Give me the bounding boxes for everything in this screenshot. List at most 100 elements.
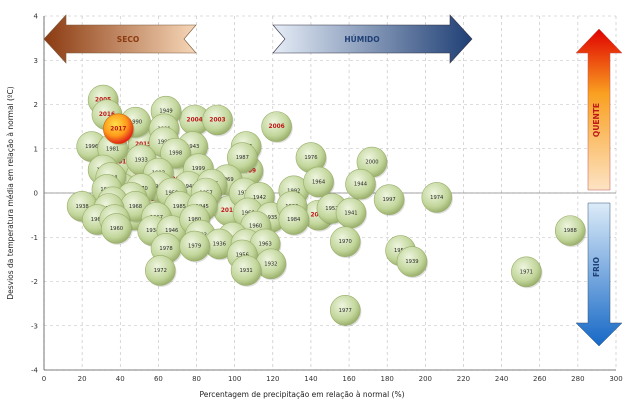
data-point-1974: 1974 [421, 182, 453, 214]
data-point-1970b: 1970 [329, 226, 362, 259]
data-point-1977: 1977 [329, 294, 362, 327]
x-tick-label: 160 [342, 375, 355, 383]
bubble [329, 294, 361, 326]
y-tick-label: -4 [31, 367, 39, 375]
point-label: 1997 [383, 197, 396, 203]
bubble [373, 184, 405, 215]
point-label: 1941 [344, 210, 357, 216]
point-label: 1980 [188, 217, 201, 223]
point-label: 1932 [264, 261, 277, 267]
x-axis-title: Percentagem de precipitação em relação à… [199, 390, 404, 399]
x-tick-label: 120 [266, 375, 279, 383]
data-point-1984: 1984 [278, 204, 310, 237]
point-label: 1979 [188, 244, 201, 250]
point-label: 1974 [430, 195, 444, 201]
y-tick-label: 3 [34, 57, 38, 65]
dry-arrow-label: SECO [117, 35, 139, 44]
point-label: 1976 [304, 155, 317, 161]
point-label: 1972 [154, 268, 167, 274]
x-tick-label: 280 [571, 375, 584, 383]
bubble [303, 166, 334, 198]
x-tick-label: 0 [42, 375, 46, 383]
point-label: 1978 [159, 246, 172, 252]
point-label: 1968 [129, 204, 142, 210]
data-point-1979: 1979 [179, 230, 211, 263]
cold-arrow-label: FRIO [592, 257, 601, 277]
point-label: 2004 [187, 117, 203, 123]
x-tick-label: 200 [419, 375, 432, 383]
data-point-1987: 1987 [226, 142, 259, 175]
data-point-1964b: 1964 [303, 166, 335, 199]
point-label: 2006 [269, 124, 285, 130]
data-point-1976: 1976 [295, 142, 328, 175]
x-tick-label: 180 [381, 375, 394, 383]
bubble [329, 226, 361, 257]
bubble [230, 255, 262, 286]
point-label: 1960 [110, 226, 123, 232]
point-label: 1952 [325, 206, 338, 212]
data-points: 2005201620152004200320062013201020022011… [66, 84, 587, 327]
point-label: 1934 [146, 228, 160, 234]
point-label: 1969 [220, 177, 233, 183]
hot-arrow: QUENTE [575, 28, 623, 191]
data-point-1960: 1960 [101, 213, 133, 245]
y-tick-label: 2 [34, 101, 38, 109]
x-tick-label: 40 [116, 375, 125, 383]
point-label: 1939 [405, 259, 418, 265]
data-point-1941: 1941 [335, 197, 368, 230]
point-label: 1977 [339, 308, 352, 314]
point-label: 2014 [221, 208, 237, 214]
point-label: 1946 [165, 228, 178, 234]
point-label: 1970 [339, 239, 352, 245]
x-tick-label: 240 [495, 375, 508, 383]
x-tick-label: 140 [304, 375, 317, 383]
x-tick-label: 60 [154, 375, 163, 383]
point-label: 2013 [114, 160, 130, 166]
data-point-1972: 1972 [145, 255, 177, 287]
data-point-1932: 1932 [255, 248, 288, 281]
point-label: 1964 [312, 179, 326, 185]
point-label: 1990 [129, 120, 142, 126]
data-point-1971: 1971 [511, 256, 543, 289]
data-point-1997: 1997 [373, 184, 406, 217]
y-tick-label: 0 [34, 190, 38, 198]
point-label: 2000 [365, 160, 378, 166]
hot-arrow-label: QUENTE [592, 103, 601, 137]
point-label: 1940 [182, 184, 195, 190]
bubble [160, 137, 191, 169]
bubble [261, 111, 292, 142]
y-tick-label: -3 [31, 322, 38, 330]
bubble [103, 113, 134, 145]
bubble [179, 230, 210, 262]
bubble [278, 204, 310, 235]
bubble [145, 255, 176, 286]
tick-labels: 0 20 40 60 80 100 120 140 160 180 200 220 240 260 280 3… [31, 13, 623, 384]
point-label: 1958 [394, 248, 407, 254]
bubble [202, 104, 233, 136]
wet-arrow-label: HÚMIDO [344, 35, 379, 44]
bubble [101, 213, 132, 244]
bubble [421, 182, 453, 213]
point-label: 1963 [259, 241, 272, 247]
point-label: 1981 [106, 146, 119, 152]
point-label: 1995 [158, 140, 171, 146]
point-label: 1973 [238, 191, 251, 197]
point-label: 2003 [209, 117, 225, 123]
dry-arrow: SECO [43, 14, 197, 64]
data-point-1931: 1931 [230, 255, 263, 287]
data-point-1944: 1944 [345, 168, 377, 201]
bubble [226, 142, 258, 173]
point-label: 1985 [173, 204, 186, 210]
data-point-2006: 2006 [261, 111, 293, 144]
point-label: 1999 [192, 166, 205, 172]
y-tick-label: 4 [34, 13, 39, 21]
point-label: 1942 [253, 195, 266, 201]
y-tick-label: 1 [34, 145, 38, 153]
point-label: 1931 [240, 268, 253, 274]
point-label: 1933 [135, 157, 148, 163]
point-label: 2017 [110, 126, 126, 132]
point-label: 1943 [186, 144, 199, 150]
point-label: 1960 [249, 224, 262, 230]
point-label: 1938 [76, 204, 89, 210]
data-point-1998: 1998 [160, 137, 192, 170]
